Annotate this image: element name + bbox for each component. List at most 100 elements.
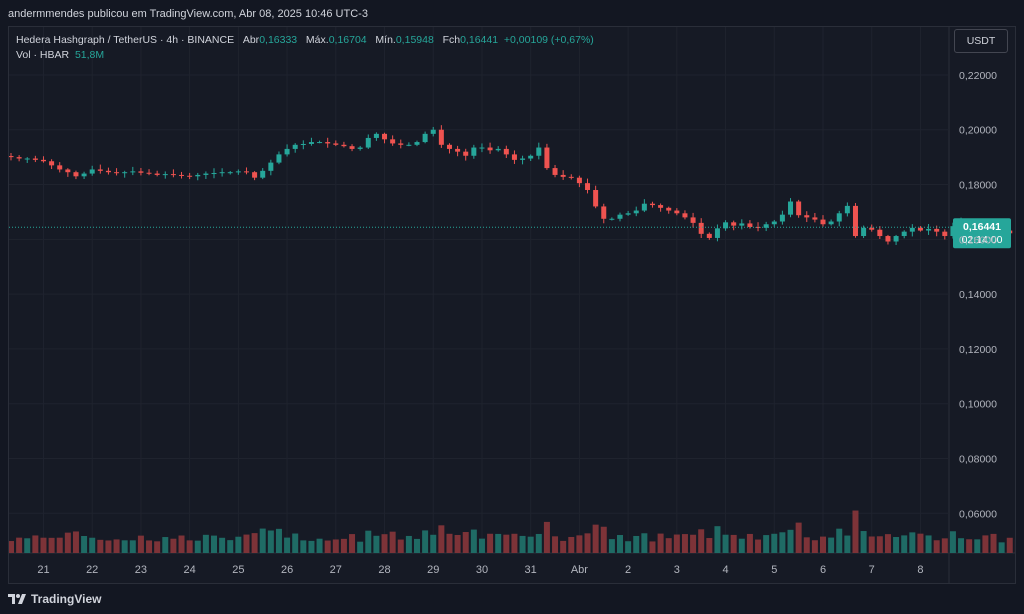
volume-bar bbox=[860, 531, 867, 553]
candle-body bbox=[406, 144, 412, 146]
candle-body bbox=[49, 161, 55, 166]
volume-legend: Vol · HBAR 51,8M bbox=[16, 49, 104, 61]
candle-body bbox=[804, 215, 810, 218]
volume-bar bbox=[681, 534, 688, 553]
volume-bar bbox=[941, 538, 948, 553]
volume-bar bbox=[519, 535, 526, 553]
volume-label: Vol · HBAR bbox=[16, 49, 70, 61]
candle-body bbox=[57, 165, 63, 170]
volume-bar bbox=[235, 536, 242, 553]
volume-bar bbox=[503, 534, 510, 553]
currency-unit-button[interactable]: USDT bbox=[954, 29, 1008, 53]
volume-bar bbox=[755, 539, 762, 553]
volume-bar bbox=[625, 541, 632, 553]
candle-body bbox=[317, 142, 323, 144]
candle-body bbox=[714, 228, 720, 238]
candle-body bbox=[9, 156, 14, 158]
candle-body bbox=[926, 228, 932, 231]
high-value: 0,16704 bbox=[328, 34, 367, 46]
candle-body bbox=[268, 162, 274, 171]
candle-body bbox=[195, 174, 201, 177]
volume-bar bbox=[340, 538, 347, 553]
time-tick-label: 6 bbox=[820, 564, 826, 576]
candle-body bbox=[520, 158, 526, 160]
symbol-name: Hedera Hashgraph / TetherUS · 4h · BINAN… bbox=[16, 34, 235, 46]
time-tick-label: 29 bbox=[427, 564, 439, 576]
footer: TradingView bbox=[0, 586, 1024, 614]
candle-body bbox=[243, 171, 249, 173]
candle-body bbox=[16, 157, 22, 159]
volume-bar bbox=[438, 525, 445, 553]
volume-bar bbox=[186, 540, 193, 553]
tradingview-logo-icon[interactable] bbox=[8, 592, 28, 606]
candle-body bbox=[146, 172, 152, 174]
volume-bar bbox=[478, 538, 485, 553]
candle-body bbox=[390, 139, 396, 144]
candle-body bbox=[706, 233, 712, 238]
symbol-legend: Hedera Hashgraph / TetherUS · 4h · BINAN… bbox=[16, 34, 594, 46]
volume-bar bbox=[72, 531, 79, 553]
price-tick-label: 0,12000 bbox=[959, 344, 997, 356]
volume-bar bbox=[357, 541, 364, 553]
price-tick-label: 0,16000 bbox=[959, 234, 997, 246]
candle-body bbox=[284, 148, 290, 155]
volume-bar bbox=[925, 535, 932, 553]
candle-body bbox=[179, 174, 185, 176]
candle-body bbox=[682, 213, 688, 218]
volume-bar bbox=[495, 533, 502, 553]
volume-bar bbox=[211, 535, 217, 553]
price-tick-label: 0,22000 bbox=[959, 70, 997, 82]
candle-body bbox=[455, 148, 461, 152]
volume-bar bbox=[543, 521, 550, 553]
volume-bar bbox=[414, 538, 420, 553]
low-value: 0,15948 bbox=[395, 34, 434, 46]
candle-body bbox=[333, 143, 339, 145]
volume-bar bbox=[121, 540, 128, 553]
volume-bar bbox=[665, 538, 672, 553]
volume-bar bbox=[576, 535, 583, 553]
volume-bar bbox=[617, 535, 623, 553]
candle-body bbox=[617, 214, 623, 219]
candle-body bbox=[138, 171, 144, 173]
brand-name[interactable]: TradingView bbox=[31, 592, 102, 606]
candle-body bbox=[235, 171, 241, 173]
volume-bar bbox=[933, 540, 940, 553]
volume-bar bbox=[584, 533, 591, 553]
candle-body bbox=[438, 129, 444, 145]
volume-bar bbox=[349, 534, 356, 553]
candle-body bbox=[122, 172, 128, 174]
candle-body bbox=[852, 205, 858, 237]
volume-bar bbox=[422, 530, 429, 553]
volume-bar bbox=[560, 540, 567, 553]
volume-bar bbox=[219, 537, 226, 553]
chart-panel[interactable]: 0,16441 02:14:00 0,22000 0,20000 0,18000 0,1… bbox=[8, 26, 1016, 584]
candle-body bbox=[568, 176, 574, 178]
price-tick-label: 0,10000 bbox=[959, 399, 997, 411]
candle-body bbox=[495, 148, 501, 151]
candle-body bbox=[398, 143, 404, 145]
volume-bar bbox=[300, 540, 307, 553]
volume-bar bbox=[202, 534, 209, 553]
volume-bar bbox=[917, 533, 924, 553]
volume-bar bbox=[32, 535, 39, 553]
candle-body bbox=[698, 222, 704, 234]
volume-bar bbox=[284, 537, 291, 553]
volume-bar bbox=[649, 541, 656, 553]
volume-value: 51,8M bbox=[74, 49, 105, 61]
volume-bar bbox=[397, 539, 404, 553]
candle-body bbox=[658, 205, 664, 208]
candle-body bbox=[674, 210, 680, 214]
candle-body bbox=[479, 147, 485, 149]
open-label: Abr bbox=[242, 34, 260, 46]
volume-bar bbox=[690, 534, 697, 553]
volume-bar bbox=[876, 536, 883, 553]
open-value: 0,16333 bbox=[259, 34, 298, 46]
volume-bar bbox=[552, 536, 559, 553]
volume-bar bbox=[446, 533, 453, 553]
time-tick-label: 30 bbox=[476, 564, 488, 576]
price-tick-label: 0,08000 bbox=[959, 453, 997, 465]
volume-bar bbox=[16, 537, 23, 553]
volume-bar bbox=[592, 524, 599, 553]
